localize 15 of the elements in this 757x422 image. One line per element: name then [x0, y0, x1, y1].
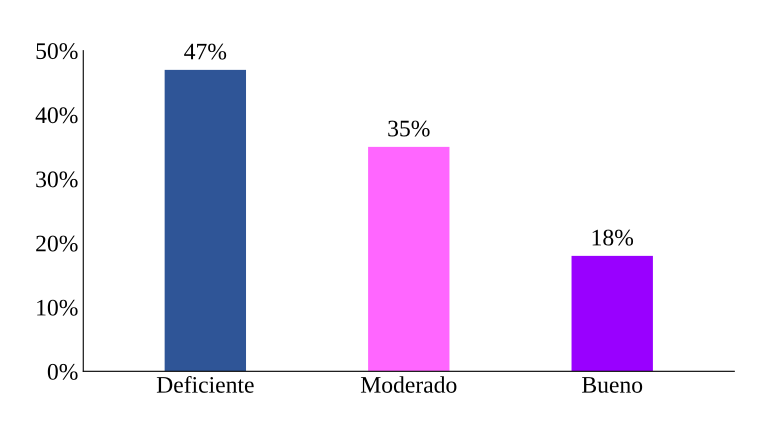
x-tick-label: Moderado: [360, 376, 456, 393]
y-tick-label: 30%: [36, 171, 78, 188]
data-label: 18%: [592, 230, 634, 246]
y-tick-label: 10%: [37, 300, 78, 316]
y-tick-label: 0%: [48, 364, 78, 380]
bar: [572, 256, 653, 372]
x-tick-label: Deficiente: [156, 376, 254, 393]
y-tick-label: 50%: [36, 43, 78, 60]
data-label: 35%: [388, 120, 430, 137]
data-label: 47%: [184, 44, 226, 60]
y-tick-label: 40%: [36, 107, 78, 124]
bar: [368, 146, 450, 372]
y-tick-label: 20%: [36, 236, 78, 252]
x-tick-label: Bueno: [582, 377, 642, 393]
bar: [164, 70, 246, 372]
